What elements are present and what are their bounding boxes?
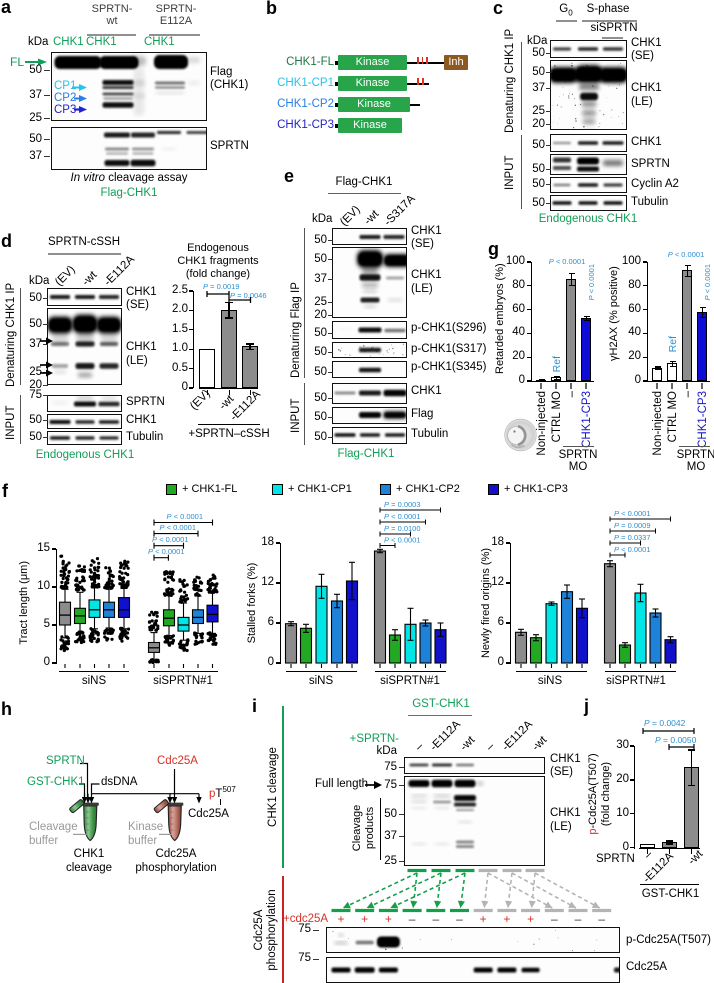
- svg-text:P < 0.0001: P < 0.0001: [160, 523, 197, 532]
- svg-text:P < 0.0001: P < 0.0001: [152, 535, 189, 544]
- svg-text:P = 0.0100: P = 0.0100: [384, 524, 421, 533]
- svg-text:Cdc25A: Cdc25A: [253, 909, 265, 950]
- svg-text:P < 0.0001: P < 0.0001: [614, 545, 651, 554]
- svg-text:Retarded embryos (%): Retarded embryos (%): [494, 263, 506, 374]
- svg-text:P < 0.0001: P < 0.0001: [384, 512, 421, 521]
- svg-text:Stalled forks (%): Stalled forks (%): [246, 563, 258, 644]
- svg-text:p-Cdc25A(T507): p-Cdc25A(T507): [587, 753, 599, 834]
- svg-text:(fold change): (fold change): [600, 762, 612, 826]
- svg-text:phosphorylation: phosphorylation: [266, 889, 278, 970]
- svg-text:–: –: [566, 390, 578, 397]
- svg-text:P = 0.0003: P = 0.0003: [384, 500, 421, 509]
- svg-text:Non-injected: Non-injected: [652, 391, 664, 456]
- svg-text:CHK1 cleavage: CHK1 cleavage: [267, 747, 279, 827]
- svg-text:P < 0.0001: P < 0.0001: [384, 536, 421, 545]
- svg-text:Tract length (μm): Tract length (μm): [18, 561, 30, 645]
- svg-text:products: products: [364, 806, 376, 849]
- svg-text:Non-injected: Non-injected: [536, 391, 548, 456]
- svg-text:CTRL MO: CTRL MO: [667, 391, 679, 442]
- svg-text:Ref: Ref: [551, 356, 563, 372]
- svg-text:P < 0.0001: P < 0.0001: [587, 264, 596, 301]
- svg-text:CHK1-CP3: CHK1-CP3: [581, 391, 593, 448]
- svg-text:P < 0.0001: P < 0.0001: [703, 264, 712, 301]
- svg-text:P < 0.0001: P < 0.0001: [167, 512, 204, 521]
- svg-text:Ref: Ref: [667, 336, 679, 352]
- svg-text:P < 0.0001: P < 0.0001: [614, 509, 651, 518]
- svg-text:γH2AX (% positive): γH2AX (% positive): [608, 266, 620, 361]
- svg-text:CHK1-CP3: CHK1-CP3: [697, 391, 709, 448]
- svg-text:CTRL MO: CTRL MO: [551, 391, 563, 442]
- svg-text:P = 0.0337: P = 0.0337: [614, 533, 651, 542]
- svg-text:–: –: [682, 390, 694, 397]
- svg-text:P = 0.0009: P = 0.0009: [614, 521, 651, 530]
- svg-text:P < 0.0001: P < 0.0001: [148, 547, 185, 556]
- svg-text:Cleavage: Cleavage: [351, 805, 363, 851]
- svg-text:Newly fired origins (%): Newly fired origins (%): [480, 548, 492, 658]
